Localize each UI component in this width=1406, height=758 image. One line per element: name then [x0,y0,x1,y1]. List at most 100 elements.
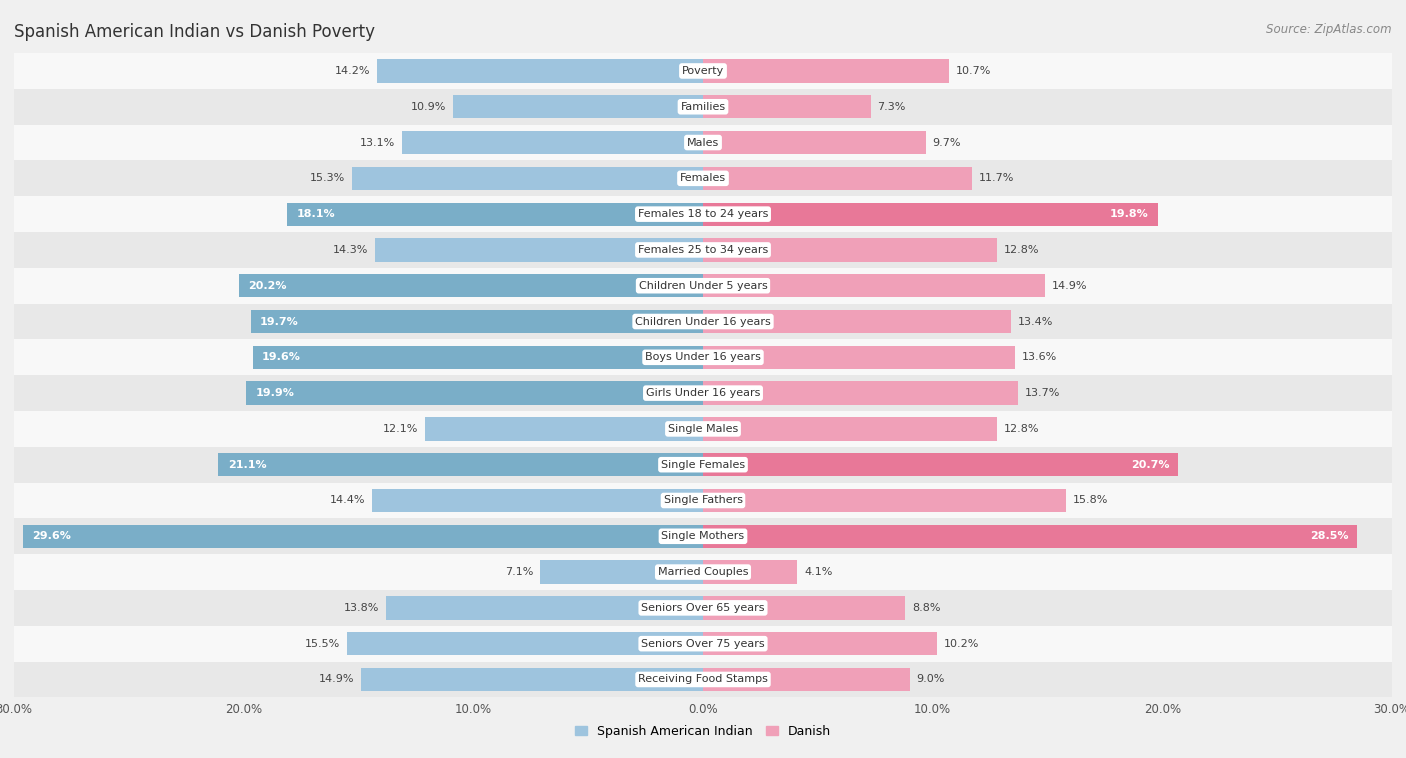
Bar [703,668,910,691]
Text: 12.8%: 12.8% [1004,245,1039,255]
Bar [14,196,1392,232]
Bar [453,95,703,118]
Bar [287,202,703,226]
Text: 14.3%: 14.3% [332,245,368,255]
Text: Spanish American Indian vs Danish Poverty: Spanish American Indian vs Danish Povert… [14,23,375,41]
Bar [703,167,972,190]
Bar [703,310,1011,334]
Bar [14,124,1392,161]
Text: 7.1%: 7.1% [505,567,533,577]
Text: Females 18 to 24 years: Females 18 to 24 years [638,209,768,219]
Bar [703,95,870,118]
Text: Boys Under 16 years: Boys Under 16 years [645,352,761,362]
Bar [250,310,703,334]
Bar [703,453,1178,476]
Bar [703,560,797,584]
Text: Seniors Over 65 years: Seniors Over 65 years [641,603,765,613]
Bar [703,59,949,83]
Bar [14,340,1392,375]
Text: 10.2%: 10.2% [945,639,980,649]
Text: 14.9%: 14.9% [1052,280,1088,291]
Bar [347,632,703,656]
Bar [24,525,703,548]
Bar [703,238,997,262]
Bar [14,53,1392,89]
Bar [361,668,703,691]
Bar [703,489,1066,512]
Text: 15.8%: 15.8% [1073,496,1108,506]
Bar [14,518,1392,554]
Text: 14.4%: 14.4% [330,496,366,506]
Text: 8.8%: 8.8% [912,603,941,613]
Text: 29.6%: 29.6% [32,531,72,541]
Text: Poverty: Poverty [682,66,724,76]
Bar [402,131,703,154]
Text: 15.3%: 15.3% [309,174,344,183]
Text: 12.8%: 12.8% [1004,424,1039,434]
Text: 13.4%: 13.4% [1018,317,1053,327]
Text: Children Under 16 years: Children Under 16 years [636,317,770,327]
Text: 20.2%: 20.2% [249,280,287,291]
Bar [703,525,1358,548]
Bar [14,304,1392,340]
Text: Single Males: Single Males [668,424,738,434]
Bar [14,626,1392,662]
Bar [425,417,703,440]
Text: 9.7%: 9.7% [932,137,962,148]
Bar [14,375,1392,411]
Text: Single Females: Single Females [661,459,745,470]
Bar [14,483,1392,518]
Text: 10.9%: 10.9% [411,102,446,111]
Text: Receiving Food Stamps: Receiving Food Stamps [638,675,768,684]
Text: Married Couples: Married Couples [658,567,748,577]
Text: Families: Families [681,102,725,111]
Text: Children Under 5 years: Children Under 5 years [638,280,768,291]
Text: 10.7%: 10.7% [956,66,991,76]
Text: 11.7%: 11.7% [979,174,1014,183]
Bar [14,446,1392,483]
Bar [14,268,1392,304]
Text: 13.8%: 13.8% [344,603,380,613]
Bar [373,489,703,512]
Bar [703,346,1015,369]
Text: 7.3%: 7.3% [877,102,905,111]
Bar [387,597,703,619]
Bar [218,453,703,476]
Legend: Spanish American Indian, Danish: Spanish American Indian, Danish [569,719,837,743]
Bar [14,232,1392,268]
Text: 4.1%: 4.1% [804,567,832,577]
Text: 12.1%: 12.1% [382,424,418,434]
Bar [352,167,703,190]
Text: 13.6%: 13.6% [1022,352,1057,362]
Bar [703,381,1018,405]
Text: 18.1%: 18.1% [297,209,335,219]
Bar [14,590,1392,626]
Text: Source: ZipAtlas.com: Source: ZipAtlas.com [1267,23,1392,36]
Bar [374,238,703,262]
Text: Single Mothers: Single Mothers [661,531,745,541]
Bar [14,662,1392,697]
Bar [239,274,703,297]
Bar [14,411,1392,446]
Text: 19.8%: 19.8% [1109,209,1149,219]
Text: Females: Females [681,174,725,183]
Text: 14.9%: 14.9% [318,675,354,684]
Text: Single Fathers: Single Fathers [664,496,742,506]
Bar [246,381,703,405]
Bar [703,274,1045,297]
Text: Girls Under 16 years: Girls Under 16 years [645,388,761,398]
Bar [703,597,905,619]
Text: 20.7%: 20.7% [1130,459,1170,470]
Text: Females 25 to 34 years: Females 25 to 34 years [638,245,768,255]
Text: 9.0%: 9.0% [917,675,945,684]
Bar [14,89,1392,124]
Bar [14,161,1392,196]
Text: 19.6%: 19.6% [262,352,301,362]
Text: 28.5%: 28.5% [1310,531,1348,541]
Text: 19.9%: 19.9% [256,388,294,398]
Bar [377,59,703,83]
Bar [540,560,703,584]
Bar [703,417,997,440]
Bar [703,202,1157,226]
Text: 13.7%: 13.7% [1025,388,1060,398]
